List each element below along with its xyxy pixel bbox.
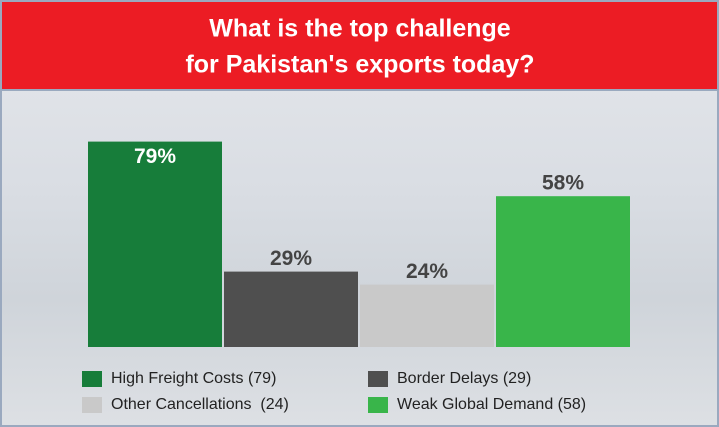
legend-swatch [82, 397, 102, 413]
legend-label: Border Delays (29) [397, 370, 531, 387]
bar [360, 284, 494, 347]
value-label: 29% [270, 247, 312, 270]
value-label: 79% [134, 145, 176, 168]
bar [496, 196, 630, 347]
bar [224, 271, 358, 347]
chart-title: What is the top challenge [209, 15, 511, 43]
legend-swatch [368, 397, 388, 413]
header [0, 0, 719, 90]
legend-swatch [368, 371, 388, 387]
legend-label: Other Cancellations (24) [111, 396, 289, 413]
value-label: 24% [406, 260, 448, 283]
legend-label: Weak Global Demand (58) [397, 396, 586, 413]
bar [88, 141, 222, 347]
legend-swatch [82, 371, 102, 387]
legend-label: High Freight Costs (79) [111, 370, 276, 387]
chart-title: for Pakistan's exports today? [185, 51, 534, 79]
value-label: 58% [542, 172, 584, 195]
